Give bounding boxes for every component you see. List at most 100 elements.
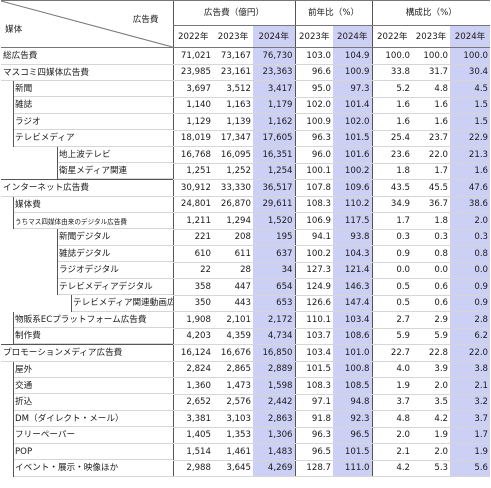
- table-row: 衛星メディア関連 1,251 1,252 1,254 100.1 100.2 1.8 1.7 1…: [1, 163, 491, 180]
- value-cell: 100.9: [294, 113, 334, 131]
- value-cell: 4.0: [371, 361, 413, 378]
- value-cell: 611: [213, 245, 253, 263]
- value-cell: 2,576: [213, 394, 253, 411]
- corner-label-expense: 広告費: [132, 15, 159, 25]
- table-row: 雑誌 1,140 1,163 1,179 102.0 101.4 1.6 1.6 1.5: [1, 97, 491, 114]
- value-cell: 30,912: [172, 179, 213, 197]
- value-cell: 121.4: [333, 262, 373, 279]
- year-header: 2024年: [333, 25, 373, 48]
- row-label-cell: 屋外: [1, 361, 173, 378]
- value-cell: 100.0: [450, 47, 491, 65]
- row-label: テレビメディア関連動画広告: [73, 298, 173, 308]
- value-cell: 22: [172, 262, 213, 279]
- row-label: テレビメディア: [15, 133, 75, 143]
- value-cell: 3,697: [172, 80, 213, 98]
- value-cell: 110.1: [294, 311, 334, 329]
- value-cell: 16,850: [253, 344, 296, 362]
- value-cell: 101.5: [294, 361, 334, 378]
- table-row: DM（ダイレクト・メール） 3,381 3,103 2,863 91.8 92.3 4.8 4…: [1, 410, 491, 428]
- value-cell: 108.3: [294, 196, 334, 213]
- value-cell: 447: [213, 278, 253, 296]
- value-cell: 1.7: [450, 427, 491, 444]
- value-cell: 5.6: [450, 460, 491, 477]
- year-header: 2023年: [412, 25, 451, 48]
- row-label: 折込: [15, 397, 33, 407]
- value-cell: 2.0: [412, 443, 451, 461]
- value-cell: 101.6: [333, 146, 373, 164]
- table-row: POP 1,514 1,461 1,483 96.5 101.5 2.1 2.0 1.9: [1, 443, 491, 461]
- row-label-cell: POP: [1, 443, 173, 460]
- value-cell: 33,330: [213, 179, 253, 197]
- value-cell: 102.0: [294, 97, 334, 114]
- value-cell: 1.9: [450, 443, 491, 461]
- row-label: 媒体費: [15, 199, 41, 210]
- table-row: ラジオ 1,129 1,139 1,162 100.9 102.0 1.6 1.6 1.5: [1, 113, 491, 131]
- value-cell: 22.8: [412, 344, 451, 362]
- row-label: イベント・展示・映像ほか: [15, 463, 119, 473]
- value-cell: 4.8: [371, 410, 413, 428]
- value-cell: 18,019: [172, 130, 213, 147]
- row-label-cell: 衛星メディア関連: [1, 163, 173, 180]
- value-cell: 103.7: [294, 328, 334, 345]
- value-cell: 92.3: [333, 410, 373, 428]
- value-cell: 2.0: [371, 427, 413, 444]
- value-cell: 117.5: [333, 212, 373, 230]
- value-cell: 2,101: [213, 311, 253, 329]
- value-cell: 1,483: [253, 443, 296, 461]
- value-cell: 2,889: [253, 361, 296, 378]
- value-cell: 4.2: [412, 410, 451, 428]
- row-label: 交通: [15, 380, 33, 391]
- row-label: 新聞デジタル: [59, 232, 111, 242]
- row-label-cell: 制作費: [1, 328, 173, 345]
- value-cell: 1,360: [172, 377, 213, 395]
- value-cell: 0.6: [412, 278, 451, 296]
- value-cell: 1,140: [172, 97, 213, 114]
- value-cell: 96.3: [294, 130, 334, 147]
- value-cell: 3,103: [213, 410, 253, 428]
- row-label-cell: テレビメディアデジタル: [1, 278, 173, 295]
- table-row: インターネット広告費 30,912 33,330 36,517 107.8 109.6 43…: [1, 179, 491, 197]
- row-label-cell: テレビメディア関連動画広告: [1, 295, 173, 312]
- value-cell: 1,461: [213, 443, 253, 461]
- table-row: うちマス四媒体由来のデジタル広告費 1,211 1,294 1,520 106.9 117…: [1, 212, 491, 230]
- table-row: 雑誌デジタル 610 611 637 100.2 104.3 0.9 0.8 0.8: [1, 245, 491, 263]
- value-cell: 16,095: [213, 146, 253, 164]
- value-cell: 1,179: [253, 97, 296, 114]
- row-label-cell: テレビメディア: [1, 130, 173, 147]
- value-cell: 21.3: [450, 146, 491, 164]
- value-cell: 30.4: [450, 63, 491, 81]
- value-cell: 17,347: [213, 130, 253, 147]
- value-cell: 100.2: [333, 163, 373, 180]
- value-cell: 0.5: [371, 295, 413, 312]
- value-cell: 26,870: [213, 196, 253, 213]
- value-cell: 101.5: [333, 130, 373, 147]
- value-cell: 2.9: [412, 311, 451, 329]
- table-row: テレビメディア 18,019 17,347 17,605 96.3 101.5 25.4 23…: [1, 130, 491, 147]
- value-cell: 101.4: [333, 97, 373, 114]
- value-cell: 16,351: [253, 146, 296, 164]
- value-cell: 2,442: [253, 394, 296, 411]
- value-cell: 3.7: [371, 394, 413, 411]
- value-cell: 124.9: [294, 278, 334, 296]
- value-cell: 34.9: [371, 196, 413, 213]
- row-label-cell: うちマス四媒体由来のデジタル広告費: [1, 212, 173, 229]
- value-cell: 350: [172, 295, 213, 312]
- value-cell: 101.5: [333, 443, 373, 461]
- value-cell: 3.2: [450, 394, 491, 411]
- value-cell: 94.8: [333, 394, 373, 411]
- year-header: 2022年: [371, 25, 413, 48]
- value-cell: 5.9: [412, 328, 451, 345]
- value-cell: 43.5: [371, 179, 413, 197]
- value-cell: 1.6: [450, 163, 491, 180]
- table-row: 地上波テレビ 16,768 16,095 16,351 96.0 101.6 23.6 22.…: [1, 146, 491, 164]
- value-cell: 1,294: [213, 212, 253, 230]
- value-cell: 3.7: [450, 410, 491, 428]
- row-label-cell: DM（ダイレクト・メール）: [1, 410, 173, 427]
- value-cell: 111.0: [333, 460, 373, 477]
- value-cell: 4,203: [172, 328, 213, 345]
- row-label-cell: 新聞: [1, 80, 173, 97]
- value-cell: 1.7: [412, 163, 451, 180]
- table-row: 新聞デジタル 221 208 195 94.1 93.8 0.3 0.3 0.3: [1, 229, 491, 246]
- group-header-share: 構成比（%）: [371, 0, 491, 26]
- table-row: フリーペーパー 1,405 1,353 1,306 96.3 96.5 2.0 1.9 1.7: [1, 427, 491, 444]
